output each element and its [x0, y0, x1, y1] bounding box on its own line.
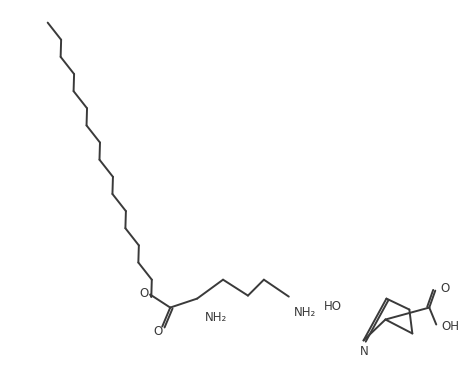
Text: O: O: [440, 282, 450, 295]
Text: NH₂: NH₂: [205, 311, 227, 324]
Text: OH: OH: [441, 320, 459, 333]
Text: HO: HO: [324, 300, 341, 313]
Text: O: O: [154, 325, 163, 338]
Text: O: O: [139, 287, 149, 300]
Text: N: N: [360, 345, 369, 359]
Text: NH₂: NH₂: [294, 306, 316, 319]
